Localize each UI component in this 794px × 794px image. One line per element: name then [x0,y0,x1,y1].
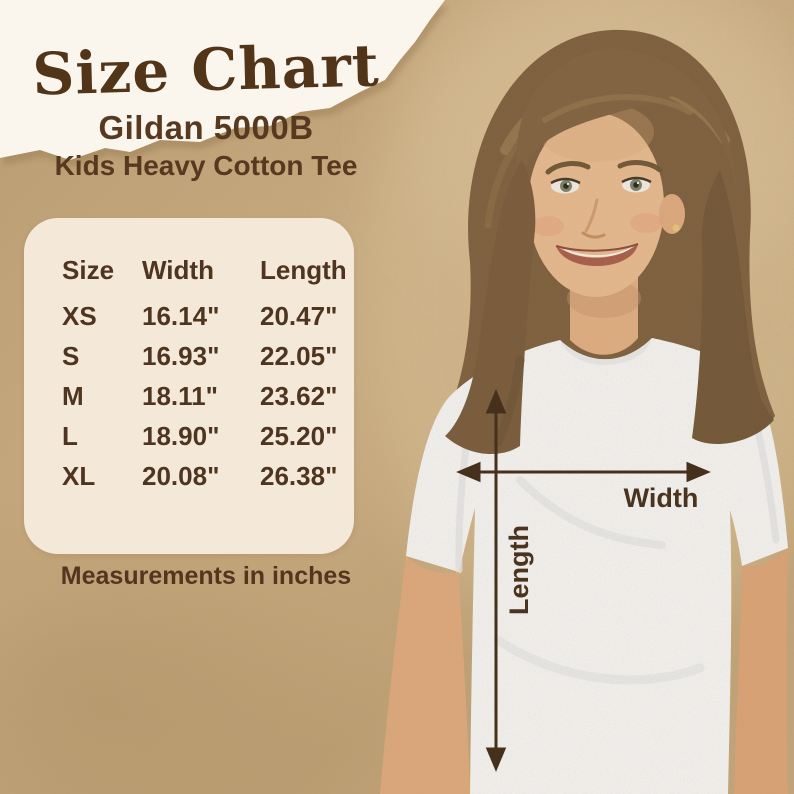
length-arrow-icon [485,389,507,772]
width-arrow-label: Width [624,483,699,513]
length-arrow-label: Length [504,525,534,615]
